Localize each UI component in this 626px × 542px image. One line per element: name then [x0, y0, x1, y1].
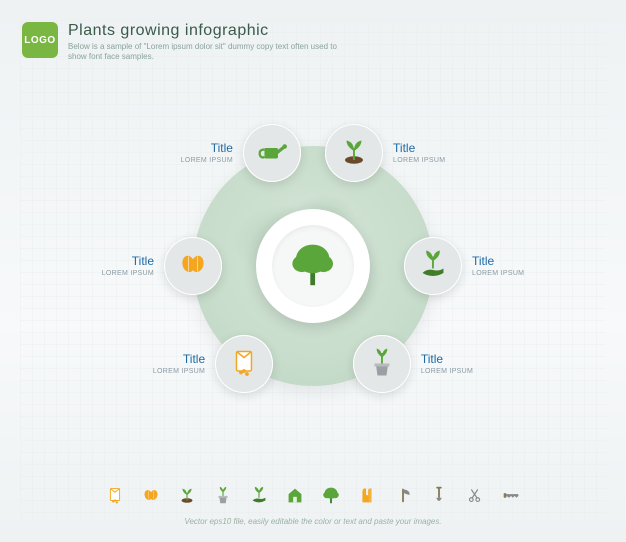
node-label-4: Title LOREM IPSUM	[85, 352, 205, 375]
caption-text: Vector eps10 file, easily editable the c…	[0, 517, 626, 526]
node-body: LOREM IPSUM	[472, 270, 592, 277]
page-subtitle: Below is a sample of "Lorem ipsum dolor …	[68, 42, 348, 63]
sprout-soil-icon	[336, 133, 372, 174]
node-body: LOREM IPSUM	[113, 157, 233, 164]
seeds-icon	[175, 246, 211, 287]
node-label-0: Title LOREM IPSUM	[113, 141, 233, 164]
footer-icon-row	[0, 484, 626, 506]
footer-sprout-soil-icon	[176, 484, 198, 506]
footer-seeds-icon	[140, 484, 162, 506]
watering-can-icon	[254, 133, 290, 174]
seed-packet-icon	[226, 344, 262, 385]
node-leaf-hand	[404, 237, 462, 295]
footer-tree-icon	[320, 484, 342, 506]
node-title: Title	[85, 352, 205, 366]
footer-leaf-hand-icon	[248, 484, 270, 506]
leaf-hand-icon	[415, 246, 451, 287]
footer-greenhouse-icon	[284, 484, 306, 506]
node-label-2: Title LOREM IPSUM	[34, 254, 154, 277]
infographic-stage: Title LOREM IPSUM Title LOREM IPSUM Title L…	[0, 70, 626, 462]
node-body: LOREM IPSUM	[85, 368, 205, 375]
footer-seed-packet-icon	[104, 484, 126, 506]
node-body: LOREM IPSUM	[421, 368, 541, 375]
node-title: Title	[393, 141, 513, 155]
node-body: LOREM IPSUM	[393, 157, 513, 164]
tree-icon	[284, 235, 341, 297]
pot-plant-icon	[364, 344, 400, 385]
node-title: Title	[113, 141, 233, 155]
node-body: LOREM IPSUM	[34, 270, 154, 277]
node-watering-can	[243, 124, 301, 182]
footer-saw-icon	[500, 484, 522, 506]
node-seeds	[164, 237, 222, 295]
footer-gloves-icon	[356, 484, 378, 506]
node-title: Title	[472, 254, 592, 268]
node-label-5: Title LOREM IPSUM	[421, 352, 541, 375]
page-title: Plants growing infographic	[68, 22, 604, 40]
center-ring	[256, 209, 370, 323]
logo-text: LOGO	[24, 35, 55, 46]
node-label-3: Title LOREM IPSUM	[472, 254, 592, 277]
footer-shears-icon	[464, 484, 486, 506]
node-sprout-soil	[325, 124, 383, 182]
header: Plants growing infographic Below is a sa…	[68, 22, 604, 63]
node-title: Title	[34, 254, 154, 268]
node-title: Title	[421, 352, 541, 366]
footer-pot-plant-icon	[212, 484, 234, 506]
node-pot-plant	[353, 335, 411, 393]
node-seed-packet	[215, 335, 273, 393]
footer-axe-icon	[392, 484, 414, 506]
logo-badge: LOGO	[22, 22, 58, 58]
footer-shovel-icon	[428, 484, 450, 506]
center-ring-inner	[272, 225, 354, 307]
node-label-1: Title LOREM IPSUM	[393, 141, 513, 164]
